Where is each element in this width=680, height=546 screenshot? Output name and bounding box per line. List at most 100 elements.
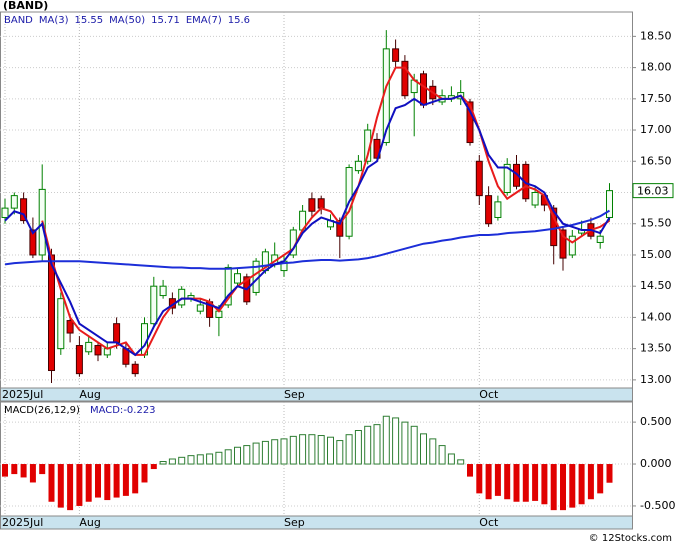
x-axis-band: [0, 387, 633, 402]
candle-body: [475, 160, 483, 197]
macd-bar: [20, 464, 27, 478]
candle-body: [466, 101, 474, 144]
legend-text: 15.55: [75, 15, 104, 26]
candle-body: [550, 207, 558, 247]
macd-bar: [11, 464, 18, 475]
macd-bar: [299, 434, 307, 465]
macd-bar: [373, 424, 381, 465]
macd-bar: [76, 464, 83, 506]
candle-body: [494, 201, 502, 218]
macd-bar: [261, 440, 269, 465]
x-tick-label: 2025Jul: [2, 388, 43, 401]
macd-bar: [206, 453, 214, 465]
indicator-line: [4, 209, 611, 270]
macd-bar: [606, 464, 613, 483]
macd-bar: [447, 453, 455, 465]
candle-body: [94, 345, 102, 356]
macd-bar: [187, 455, 195, 465]
x-tick-label: Sep: [284, 516, 305, 529]
macd-bar: [532, 464, 539, 501]
macd-bar: [39, 464, 46, 475]
macd-bar: [29, 464, 36, 483]
x-tick-label: 2025Jul: [2, 516, 43, 529]
macd-bar: [410, 425, 418, 465]
macd-bar: [104, 464, 111, 501]
macd-bar: [438, 445, 446, 465]
macd-bar: [280, 438, 288, 465]
last-price-box: [632, 183, 674, 199]
macd-bar: [578, 464, 585, 505]
watermark: © 12Stocks.com: [589, 533, 672, 544]
candle-body: [234, 273, 241, 284]
candle-body: [29, 229, 37, 256]
macd-bar: [401, 421, 409, 465]
y-tick-label: 14.50: [640, 279, 672, 292]
macd-bar: [48, 464, 55, 502]
candle-body: [420, 73, 427, 106]
macd-bar: [289, 435, 297, 465]
candle-body: [568, 235, 576, 256]
candle-body: [10, 195, 18, 209]
macd-bar: [364, 425, 372, 465]
candle-body: [196, 304, 204, 312]
candle-body: [178, 288, 186, 306]
y-tick-label: 17.00: [640, 123, 672, 136]
macd-bar: [57, 464, 64, 508]
macd-bar: [308, 434, 316, 465]
candle-body: [513, 163, 520, 187]
macd-bar: [560, 464, 566, 511]
y-tick-label: -0.500: [640, 499, 675, 512]
legend-text: MA(50): [109, 15, 145, 26]
candle-body: [522, 163, 530, 200]
candle-body: [392, 48, 400, 62]
y-tick-label: 15.50: [640, 217, 672, 230]
candle-body: [354, 160, 362, 172]
macd-bar: [467, 464, 473, 477]
indicator-line: [41, 66, 611, 356]
macd-value: -0.223: [123, 405, 155, 416]
candle-body: [401, 60, 409, 97]
candle-body: [57, 298, 65, 350]
x-tick-label: Oct: [479, 516, 499, 529]
candle-body: [336, 220, 344, 237]
macd-bar: [597, 464, 604, 494]
candle-body: [596, 235, 604, 243]
x-tick-label: Sep: [284, 388, 305, 401]
macd-bar: [457, 459, 465, 465]
macd-bar: [2, 464, 8, 477]
plot-area: [0, 11, 633, 389]
macd-bar: [141, 464, 148, 483]
candle-body: [131, 363, 139, 375]
macd-bar: [271, 439, 279, 465]
y-tick-label: 17.50: [640, 92, 672, 105]
macd-bar: [336, 440, 344, 465]
y-tick-label: 16.50: [640, 154, 672, 167]
macd-bar: [196, 454, 204, 465]
x-tick-label: Aug: [79, 388, 100, 401]
macd-bar: [494, 464, 501, 496]
candle-body: [20, 198, 28, 222]
candle-body: [503, 163, 511, 194]
macd-bar: [345, 434, 353, 465]
candle-body: [1, 207, 9, 218]
macd-bar: [476, 464, 483, 494]
indicator-line: [4, 94, 611, 357]
macd-bar: [354, 430, 362, 465]
macd-bar: [504, 464, 511, 500]
candle-body: [559, 229, 567, 259]
legend-text: BAND: [4, 15, 33, 26]
candle-body: [485, 195, 493, 225]
y-tick-label: 13.00: [640, 373, 672, 386]
y-tick-label: 15.00: [640, 248, 672, 261]
macd-bar: [132, 464, 139, 494]
macd-bar: [67, 464, 74, 511]
macd-bar: [485, 464, 492, 500]
x-tick-label: Oct: [479, 388, 499, 401]
candle-body: [224, 266, 232, 306]
y-tick-label: 0.000: [640, 457, 672, 470]
y-tick-label: 18.00: [640, 61, 672, 74]
y-tick-label: 0.500: [640, 415, 672, 428]
macd-bar: [569, 464, 576, 508]
macd-bar: [224, 449, 232, 465]
